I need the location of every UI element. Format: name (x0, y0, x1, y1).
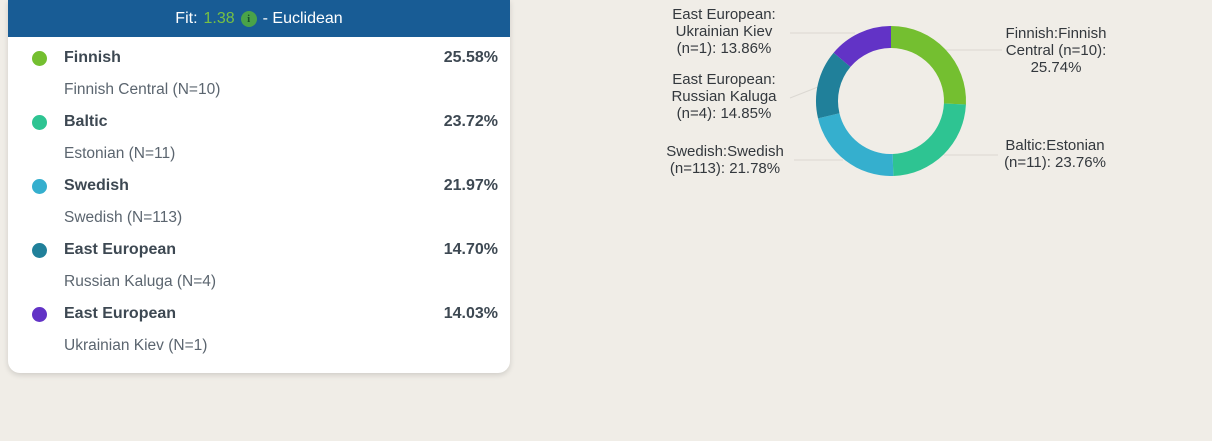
leader-line-russian-kaluga (789, 86, 819, 99)
fit-label: Fit: (175, 9, 198, 27)
donut-slice[interactable] (818, 113, 894, 176)
donut-svg (789, 26, 1002, 176)
population-name: Baltic (64, 113, 108, 130)
chart-label-baltic: Baltic:Estonian (n=11): 23.76% (1004, 137, 1106, 171)
population-sample: Finnish Central (N=10) (64, 81, 221, 98)
population-name: Swedish (64, 177, 129, 194)
population-color-dot (32, 306, 47, 322)
chart-label-finnish: Finnish:Finnish Central (n=10): 25.74% (1005, 25, 1107, 76)
population-color-dot (32, 178, 47, 194)
population-percent: 23.72% (443, 113, 498, 130)
donut-slice[interactable] (815, 52, 851, 119)
chart-label-russian-kaluga: East European: Russian Kaluga (n=4): 14.… (671, 71, 777, 122)
population-percent: 14.03% (443, 305, 498, 322)
population-name: East European (64, 305, 177, 322)
population-group: Baltic 23.72% Estonian (N=11) (8, 106, 510, 170)
chart-label-swedish: Swedish:Swedish (n=113): 21.78% (666, 143, 784, 177)
leader-lines (789, 32, 1002, 161)
population-row[interactable]: East European 14.70% (8, 234, 510, 266)
population-sample: Russian Kaluga (N=4) (64, 273, 217, 290)
results-card: Fit: 1.38 i - Euclidean Finnish 25.58% F… (8, 0, 510, 373)
population-name: East European (64, 241, 177, 258)
population-row[interactable]: Baltic 23.72% (8, 106, 510, 138)
fit-header: Fit: 1.38 i - Euclidean (8, 0, 510, 37)
population-percent: 14.70% (443, 241, 498, 258)
population-group: Finnish 25.58% Finnish Central (N=10) (8, 42, 510, 106)
population-color-dot (32, 114, 47, 130)
info-icon[interactable]: i (240, 10, 257, 27)
donut-slice[interactable] (833, 26, 891, 67)
population-name: Finnish (64, 49, 121, 66)
population-percent: 25.58% (443, 49, 498, 66)
population-percent: 21.97% (443, 177, 498, 194)
population-group: East European 14.70% Russian Kaluga (N=4… (8, 234, 510, 298)
donut-slice[interactable] (891, 26, 967, 105)
population-sample: Estonian (N=11) (64, 145, 176, 162)
donut-chart: Finnish:Finnish Central (n=10): 25.74% B… (640, 0, 1130, 210)
donut-slice[interactable] (892, 103, 966, 176)
population-color-dot (32, 242, 47, 258)
fit-method: - Euclidean (262, 9, 343, 27)
population-row[interactable]: East European 14.03% (8, 298, 510, 330)
population-sample: Swedish (N=113) (64, 209, 183, 226)
population-color-dot (32, 50, 47, 66)
chart-label-ukrainian-kiev: East European: Ukrainian Kiev (n=1): 13.… (672, 6, 776, 57)
population-list: Finnish 25.58% Finnish Central (N=10) Ba… (8, 37, 510, 362)
population-row[interactable]: Finnish 25.58% (8, 42, 510, 74)
population-row[interactable]: Swedish 21.97% (8, 170, 510, 202)
fit-value: 1.38 (203, 9, 235, 27)
population-group: Swedish 21.97% Swedish (N=113) (8, 170, 510, 234)
population-group: East European 14.03% Ukrainian Kiev (N=1… (8, 298, 510, 362)
population-sample: Ukrainian Kiev (N=1) (64, 337, 208, 354)
